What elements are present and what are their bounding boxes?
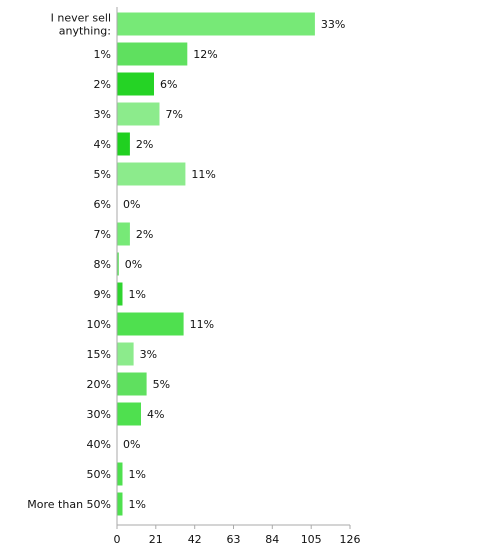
bar: [117, 132, 130, 156]
value-label: 1%: [129, 468, 146, 481]
bar: [117, 372, 147, 396]
value-label: 0%: [123, 198, 140, 211]
x-tick-label: 0: [114, 533, 121, 546]
x-tick-label: 126: [340, 533, 361, 546]
category-label: 2%: [94, 78, 111, 91]
x-tick-label: 84: [265, 533, 279, 546]
x-tick-label: 105: [301, 533, 322, 546]
category-label: 30%: [87, 408, 111, 421]
value-label: 2%: [136, 228, 153, 241]
bar: [117, 12, 315, 36]
bar: [117, 162, 186, 186]
bar: [117, 312, 184, 336]
category-label: 6%: [94, 198, 111, 211]
category-label: 10%: [87, 318, 111, 331]
bar: [117, 252, 119, 276]
category-label: 4%: [94, 138, 111, 151]
value-label: 2%: [136, 138, 153, 151]
category-label: 9%: [94, 288, 111, 301]
value-label: 11%: [190, 318, 214, 331]
category-label: 50%: [87, 468, 111, 481]
value-label: 0%: [125, 258, 142, 271]
category-label: 20%: [87, 378, 111, 391]
value-label: 7%: [166, 108, 183, 121]
category-label: I never sell anything:: [51, 12, 111, 38]
bar: [117, 102, 160, 126]
value-label: 12%: [193, 48, 217, 61]
value-label: 5%: [153, 378, 170, 391]
value-label: 1%: [129, 288, 146, 301]
bar: [117, 222, 130, 246]
category-label: More than 50%: [27, 498, 111, 511]
bar: [117, 42, 188, 66]
bar: [117, 72, 154, 96]
value-label: 11%: [191, 168, 215, 181]
x-tick-label: 21: [149, 533, 163, 546]
bar: [117, 282, 123, 306]
value-label: 0%: [123, 438, 140, 451]
bar: [117, 342, 134, 366]
x-tick-label: 42: [188, 533, 202, 546]
value-label: 4%: [147, 408, 164, 421]
value-label: 3%: [140, 348, 157, 361]
category-label: 5%: [94, 168, 111, 181]
category-label: 1%: [94, 48, 111, 61]
x-tick-label: 63: [227, 533, 241, 546]
value-label: 1%: [129, 498, 146, 511]
bar: [117, 402, 141, 426]
bar: [117, 492, 123, 516]
value-label: 6%: [160, 78, 177, 91]
bar: [117, 462, 123, 486]
category-label: 15%: [87, 348, 111, 361]
category-label: 8%: [94, 258, 111, 271]
category-label: 40%: [87, 438, 111, 451]
category-label: 3%: [94, 108, 111, 121]
value-label: 33%: [321, 18, 345, 31]
category-label: 7%: [94, 228, 111, 241]
